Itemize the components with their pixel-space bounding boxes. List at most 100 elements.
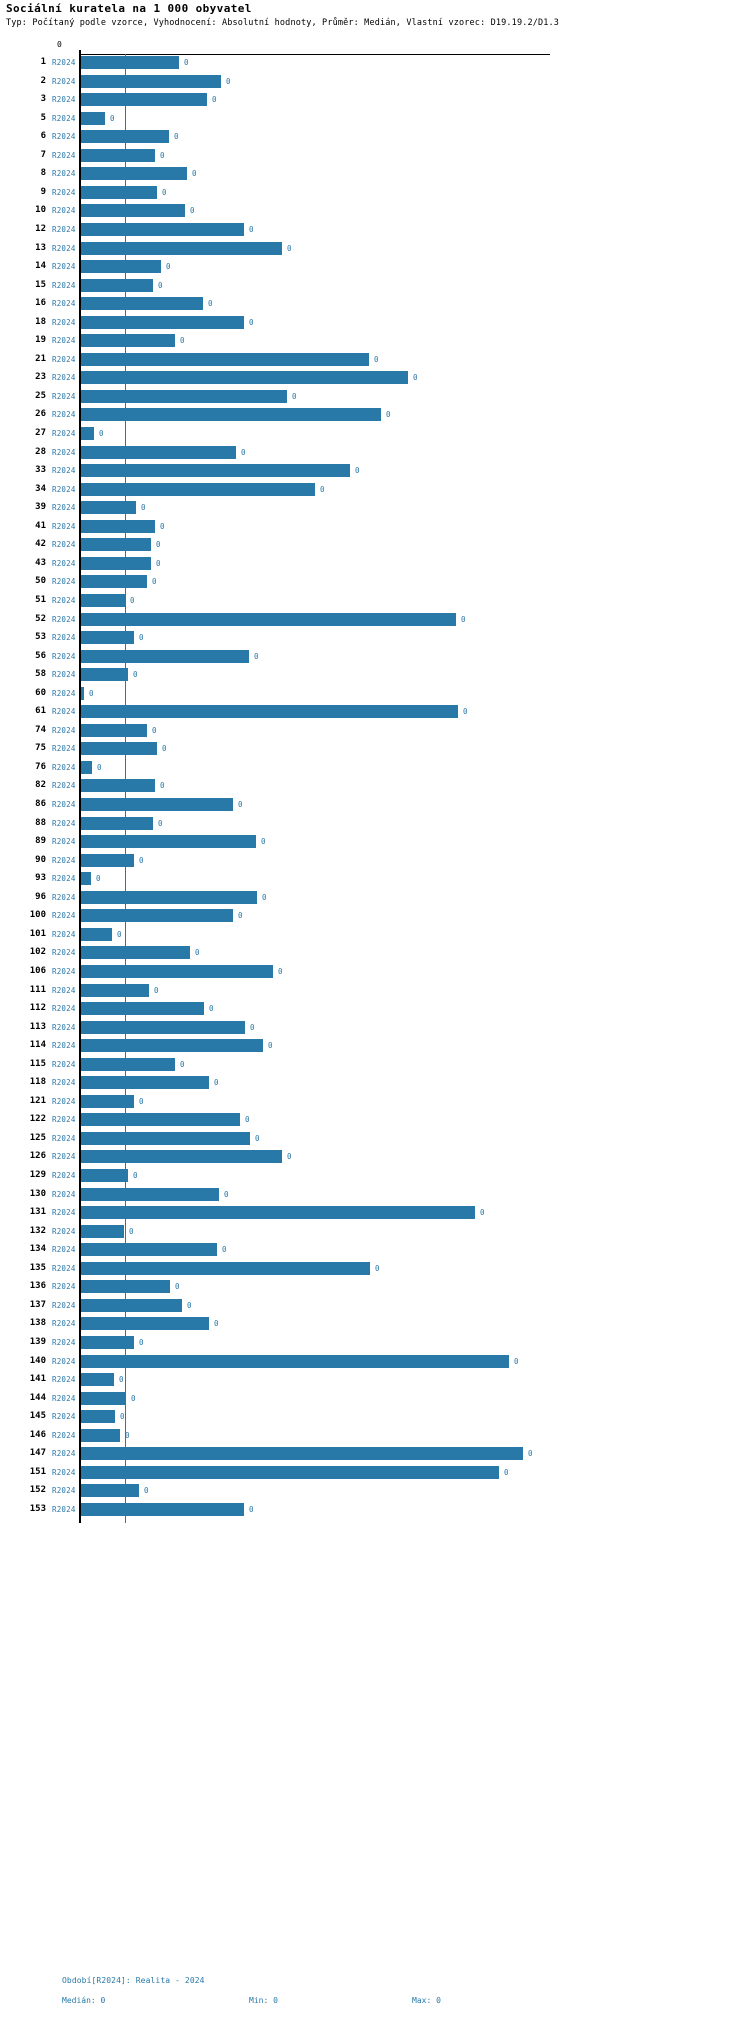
table-row[interactable]: 115 R2024 0 [0, 1056, 750, 1074]
table-row[interactable]: 101 R2024 0 [0, 926, 750, 944]
table-row[interactable]: 121 R2024 0 [0, 1093, 750, 1111]
table-row[interactable]: 135 R2024 0 [0, 1260, 750, 1278]
bar[interactable] [81, 445, 236, 459]
bar[interactable] [81, 612, 456, 626]
table-row[interactable]: 13 R2024 0 [0, 240, 750, 258]
table-row[interactable]: 126 R2024 0 [0, 1148, 750, 1166]
bar[interactable] [81, 1187, 219, 1201]
table-row[interactable]: 34 R2024 0 [0, 481, 750, 499]
table-row[interactable]: 41 R2024 0 [0, 518, 750, 536]
bar[interactable] [81, 705, 458, 719]
table-row[interactable]: 111 R2024 0 [0, 982, 750, 1000]
table-row[interactable]: 102 R2024 0 [0, 944, 750, 962]
bar[interactable] [81, 1113, 240, 1127]
table-row[interactable]: 96 R2024 0 [0, 889, 750, 907]
bar[interactable] [81, 1298, 182, 1312]
table-row[interactable]: 153 R2024 0 [0, 1501, 750, 1519]
bar[interactable] [81, 1057, 175, 1071]
table-row[interactable]: 132 R2024 0 [0, 1223, 750, 1241]
bar[interactable] [81, 185, 157, 199]
bar[interactable] [81, 1354, 509, 1368]
bar[interactable] [81, 649, 249, 663]
table-row[interactable]: 43 R2024 0 [0, 555, 750, 573]
table-row[interactable]: 33 R2024 0 [0, 462, 750, 480]
bar[interactable] [81, 723, 147, 737]
bar[interactable] [81, 927, 112, 941]
bar[interactable] [81, 111, 105, 125]
bar[interactable] [81, 334, 175, 348]
bar[interactable] [81, 148, 155, 162]
table-row[interactable]: 140 R2024 0 [0, 1353, 750, 1371]
bar[interactable] [81, 631, 134, 645]
table-row[interactable]: 136 R2024 0 [0, 1278, 750, 1296]
bar[interactable] [81, 1076, 209, 1090]
table-row[interactable]: 125 R2024 0 [0, 1130, 750, 1148]
table-row[interactable]: 60 R2024 0 [0, 685, 750, 703]
table-row[interactable]: 7 R2024 0 [0, 147, 750, 165]
bar[interactable] [81, 371, 408, 385]
bar[interactable] [81, 427, 94, 440]
bar[interactable] [81, 464, 350, 478]
table-row[interactable]: 56 R2024 0 [0, 648, 750, 666]
table-row[interactable]: 112 R2024 0 [0, 1000, 750, 1018]
table-row[interactable]: 139 R2024 0 [0, 1334, 750, 1352]
table-row[interactable]: 5 R2024 0 [0, 110, 750, 128]
bar[interactable] [81, 260, 161, 274]
bar[interactable] [81, 1502, 244, 1516]
bar[interactable] [81, 742, 157, 756]
table-row[interactable]: 131 R2024 0 [0, 1204, 750, 1222]
table-row[interactable]: 26 R2024 0 [0, 406, 750, 424]
bar[interactable] [81, 1373, 114, 1387]
bar[interactable] [81, 872, 91, 886]
table-row[interactable]: 86 R2024 0 [0, 796, 750, 814]
table-row[interactable]: 144 R2024 0 [0, 1390, 750, 1408]
bar[interactable] [81, 1243, 217, 1257]
bar[interactable] [81, 408, 381, 422]
bar[interactable] [81, 946, 190, 960]
bar[interactable] [81, 668, 128, 682]
bar[interactable] [81, 297, 203, 311]
table-row[interactable]: 1 R2024 0 [0, 54, 750, 72]
bar[interactable] [81, 1317, 209, 1331]
table-row[interactable]: 129 R2024 0 [0, 1167, 750, 1185]
bar[interactable] [81, 1447, 523, 1461]
bar[interactable] [81, 1335, 134, 1349]
bar[interactable] [81, 779, 155, 793]
table-row[interactable]: 122 R2024 0 [0, 1111, 750, 1129]
bar[interactable] [81, 1391, 126, 1405]
bar[interactable] [81, 1020, 245, 1034]
table-row[interactable]: 138 R2024 0 [0, 1315, 750, 1333]
table-row[interactable]: 21 R2024 0 [0, 351, 750, 369]
bar[interactable] [81, 1002, 204, 1016]
table-row[interactable]: 8 R2024 0 [0, 165, 750, 183]
table-row[interactable]: 82 R2024 0 [0, 777, 750, 795]
bar[interactable] [81, 482, 315, 496]
table-row[interactable]: 151 R2024 0 [0, 1464, 750, 1482]
bar[interactable] [81, 501, 136, 515]
table-row[interactable]: 118 R2024 0 [0, 1074, 750, 1092]
table-row[interactable]: 100 R2024 0 [0, 907, 750, 925]
bar[interactable] [81, 1484, 139, 1498]
table-row[interactable]: 19 R2024 0 [0, 332, 750, 350]
bar[interactable] [81, 538, 151, 552]
bar[interactable] [81, 760, 92, 774]
bar[interactable] [81, 816, 153, 830]
bar[interactable] [81, 1131, 250, 1145]
table-row[interactable]: 88 R2024 0 [0, 815, 750, 833]
table-row[interactable]: 145 R2024 0 [0, 1408, 750, 1426]
table-row[interactable]: 28 R2024 0 [0, 444, 750, 462]
bar[interactable] [81, 1039, 263, 1053]
table-row[interactable]: 52 R2024 0 [0, 611, 750, 629]
table-row[interactable]: 2 R2024 0 [0, 73, 750, 91]
bar[interactable] [81, 56, 179, 69]
table-row[interactable]: 9 R2024 0 [0, 184, 750, 202]
bar[interactable] [81, 1280, 170, 1294]
table-row[interactable]: 58 R2024 0 [0, 666, 750, 684]
bar[interactable] [81, 798, 233, 811]
table-row[interactable]: 53 R2024 0 [0, 629, 750, 647]
bar[interactable] [81, 1410, 115, 1424]
bar[interactable] [81, 1465, 499, 1479]
bar[interactable] [81, 853, 134, 867]
table-row[interactable]: 76 R2024 0 [0, 759, 750, 777]
table-row[interactable]: 147 R2024 0 [0, 1445, 750, 1463]
